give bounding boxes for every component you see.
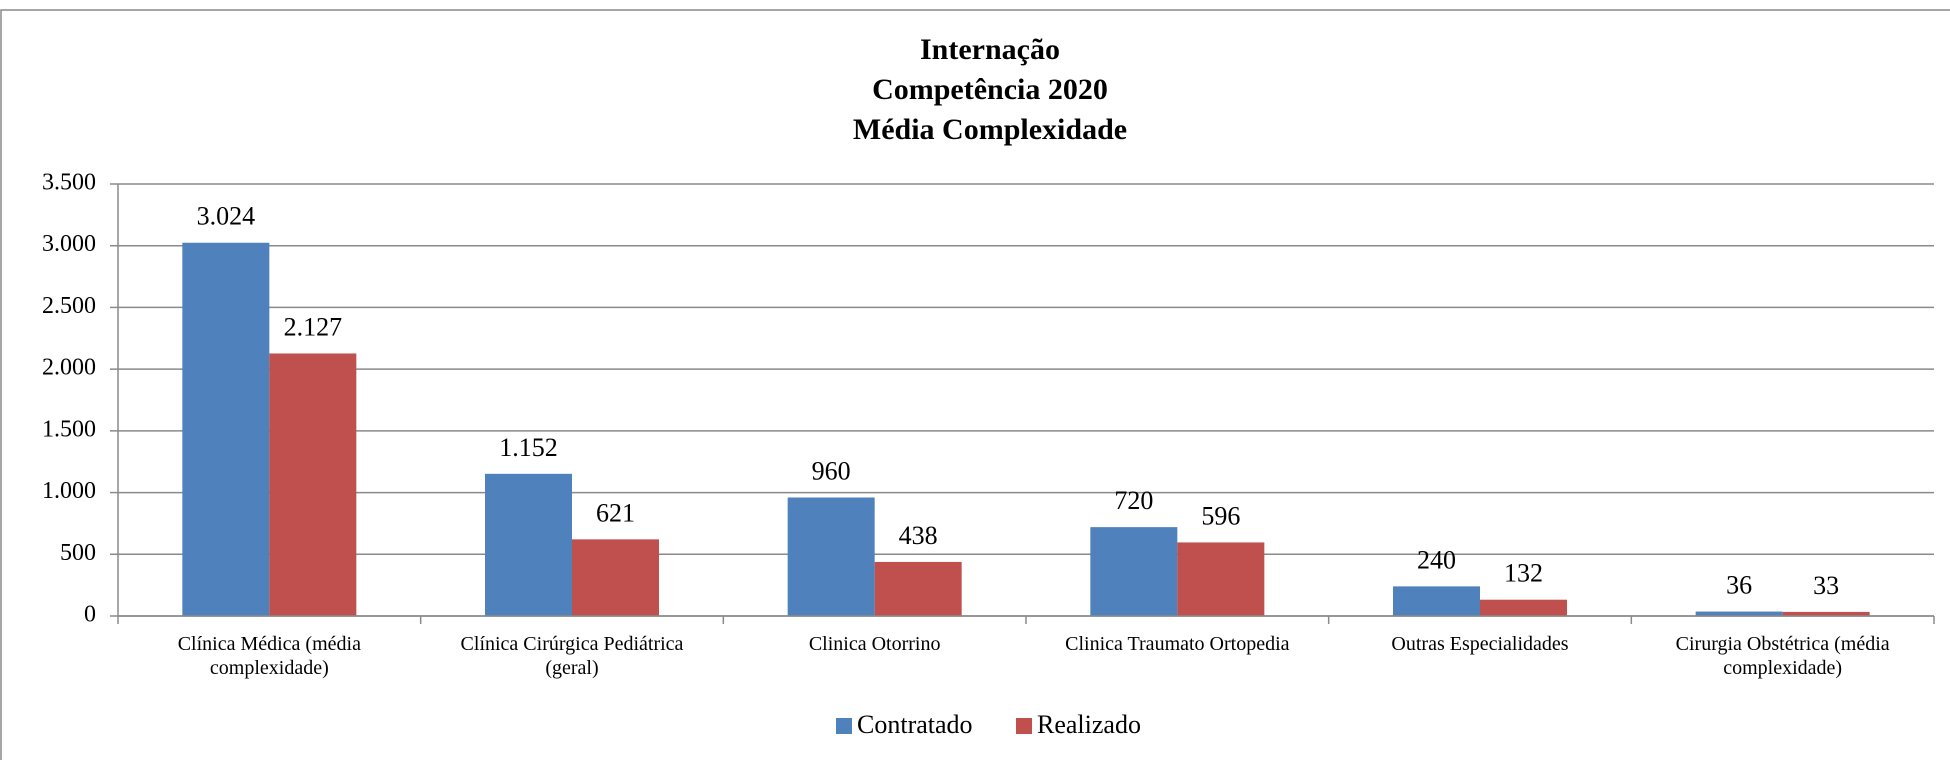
bar (1695, 611, 1783, 616)
y-tick-label: 2.500 (42, 293, 96, 319)
value-label: 2.127 (284, 312, 343, 341)
value-label: 960 (812, 456, 851, 485)
x-tick-label: Outras Especialidades (1391, 633, 1569, 655)
bar (1782, 611, 1870, 616)
chart-title: Competência 2020 (872, 73, 1108, 106)
x-tick-label: Clínica Cirúrgica Pediátrica (geral) (460, 633, 684, 679)
value-label: 621 (596, 498, 635, 527)
bar (1090, 527, 1178, 616)
y-tick-label: 500 (60, 540, 96, 566)
y-tick-label: 1.000 (42, 478, 96, 504)
value-label: 36 (1726, 571, 1752, 600)
y-tick-label: 3.000 (42, 231, 96, 257)
bar (1393, 586, 1480, 616)
value-label: 720 (1114, 486, 1153, 515)
value-label: 1.152 (499, 433, 558, 462)
value-label: 596 (1201, 501, 1240, 530)
x-tick-label: Cirurgia Obstétrica (média complexidade) (1675, 633, 1890, 679)
bar (787, 497, 875, 616)
chart-title: Internação (920, 33, 1060, 66)
y-tick-label: 3.500 (42, 170, 96, 196)
bar (1177, 542, 1265, 616)
value-label: 3.024 (197, 202, 256, 231)
value-label: 132 (1504, 559, 1543, 588)
x-tick-label: Clinica Otorrino (808, 633, 941, 655)
y-tick-label: 0 (84, 602, 96, 628)
bar (269, 353, 357, 616)
legend-swatch (836, 718, 852, 734)
bar (485, 473, 572, 616)
value-label: 240 (1417, 545, 1456, 574)
legend-label: Contratado (857, 710, 973, 739)
value-label: 33 (1813, 571, 1839, 600)
bar (182, 242, 270, 616)
bar (874, 561, 962, 616)
legend-label: Realizado (1037, 710, 1141, 739)
x-tick-label: Clinica Traumato Ortopedia (1065, 633, 1290, 655)
bar (1480, 599, 1567, 616)
legend-swatch (1016, 718, 1032, 734)
chart-border (0, 9, 1950, 760)
value-label: 438 (899, 521, 938, 550)
y-tick-label: 2.000 (42, 355, 96, 381)
bar (572, 539, 659, 616)
x-tick-label: Clínica Médica (média complexidade) (177, 633, 361, 679)
y-tick-label: 1.500 (42, 416, 96, 442)
chart-title: Média Complexidade (853, 113, 1127, 146)
